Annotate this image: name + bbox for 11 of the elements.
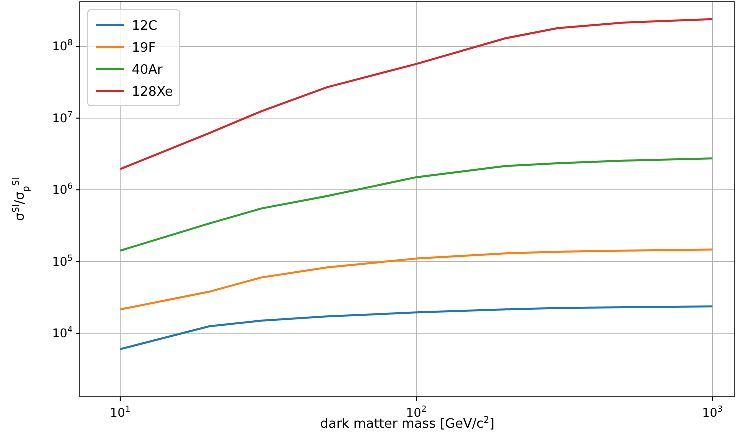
y-tick-label: 10$^{4}$	[52, 324, 73, 340]
legend-label: 12C	[132, 19, 158, 34]
y-tick-label: 10$^{7}$	[52, 109, 73, 126]
legend-label: 40Ar	[132, 63, 164, 78]
x-tick-label: 10$^{3}$	[702, 404, 723, 420]
x-tick-label: 10$^{1}$	[110, 404, 131, 420]
legend-label: 19F	[132, 41, 156, 56]
y-tick-label: 10$^{5}$	[52, 252, 73, 269]
legend-label: 128Xe	[132, 85, 174, 100]
y-tick-label: 10$^{6}$	[52, 181, 73, 198]
y-tick-label: 10$^{8}$	[52, 38, 73, 54]
